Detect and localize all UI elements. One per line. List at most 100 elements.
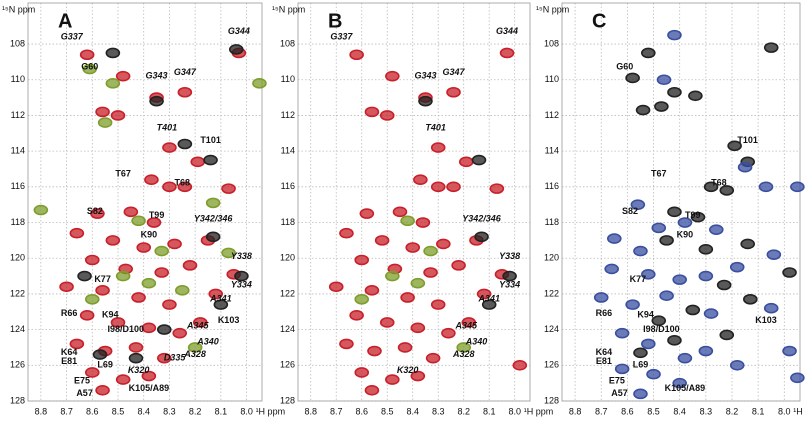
peak [625,299,640,310]
y-tick-label: 124 [10,324,25,334]
x-tick-label: 8.2 [457,406,470,416]
peak-label: A341 [209,294,232,304]
peak [607,233,622,244]
x-tick-label: 8.8 [569,406,582,416]
peak-label: A57 [76,388,93,398]
y-tick-label: 110 [11,74,25,84]
y-tick-label: 116 [545,181,559,191]
peak-label: K77 [94,274,111,284]
peak-label: K105/A89 [129,383,170,393]
peak [349,310,364,321]
peak [364,106,380,118]
peak-label: T101 [200,135,221,145]
peak [400,292,415,303]
y-tick-label: 114 [545,146,559,156]
peak [740,238,755,250]
peak [654,101,669,112]
y-tick-label: 108 [280,38,295,48]
peak [635,104,651,116]
peak [154,245,170,257]
peak [729,261,745,273]
peak [364,384,380,396]
peak [690,211,706,223]
peak [425,352,441,364]
peak [677,217,693,228]
peak-label: K94 [637,310,654,320]
peak [703,181,719,193]
peak [703,308,719,319]
plot-frame [297,2,531,402]
peak [758,181,774,193]
peak [667,335,682,346]
peak [79,49,95,61]
peak [328,281,344,293]
y-tick-label: 108 [10,38,25,48]
panel-label: B [328,10,342,32]
peak [97,117,113,128]
peak-label: K103 [755,315,777,325]
peak [364,285,380,296]
peak-label: I98/D100 [107,324,144,334]
peak [141,277,157,289]
peak-label: G347 [174,67,197,77]
peak-label: G60 [616,62,633,72]
x-tick-label: 8.3 [163,406,176,416]
peak-label: G344 [496,26,518,36]
peak-label: K77 [630,274,647,284]
peak [136,242,152,253]
peak [625,72,640,84]
y-tick-label: 114 [281,146,295,156]
peak [446,86,461,98]
peak-label: L69 [97,360,113,370]
peak-label: D335 [164,353,187,363]
peak [33,204,49,216]
peak-label: Y338 [231,251,252,261]
peak [729,360,745,371]
peak [203,154,218,166]
peak [162,299,177,310]
x-tick-label: 8.6 [86,406,99,416]
peak [413,174,428,185]
peak [418,95,433,107]
peak [131,215,146,227]
peak [221,183,236,194]
peak [405,242,421,253]
y-tick-label: 118 [545,217,559,227]
y-tick-label: 112 [11,110,25,120]
x-tick-label: 8.3 [700,406,713,416]
peak [128,342,144,353]
peak [115,270,131,282]
peak-label: A345 [455,320,479,330]
peak [77,270,92,282]
peak-label: K64 [61,347,78,357]
peak-label: T68 [175,178,191,188]
peak [410,322,426,334]
peak [502,270,517,282]
peak [461,317,477,328]
y-tick-label: 124 [280,324,295,334]
peak [156,352,172,364]
x-tick-label: 8.4 [137,406,150,416]
peak [167,238,182,250]
x-tick-label: 8.7 [330,406,343,416]
peak [354,367,370,378]
peak-label: A328 [183,349,206,359]
peak-label: L69 [633,360,649,370]
x-tick-label: 8.3 [432,406,445,416]
y-tick-label: 120 [10,253,25,263]
peak [727,140,742,152]
y-tick-label: 118 [11,217,25,227]
y-tick-label: 120 [280,253,295,263]
peak [743,293,758,305]
peak-label: T99 [685,210,701,220]
peak-label: K320 [397,365,419,375]
peak-label: A328 [452,349,475,359]
peak [719,185,735,196]
peak [415,217,431,228]
peak-label: T101 [737,135,758,145]
peak [349,49,364,61]
peak [69,227,85,239]
peak [646,368,661,380]
peak-label: Y334 [231,279,252,289]
